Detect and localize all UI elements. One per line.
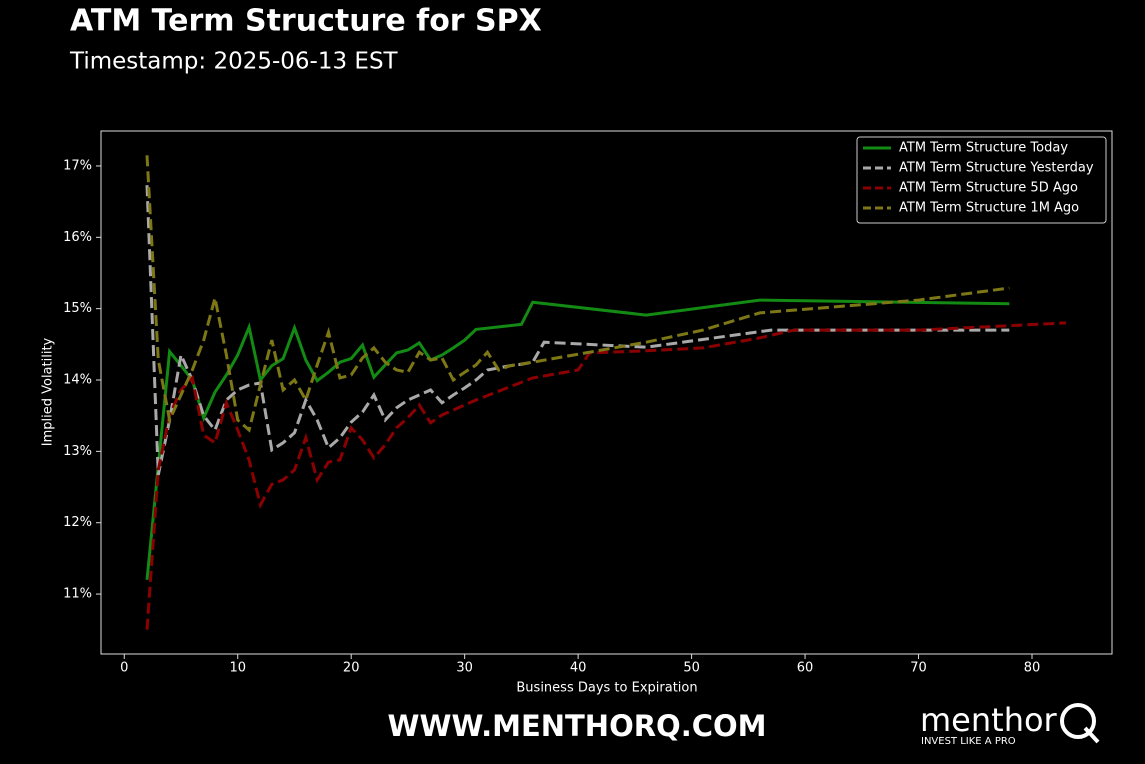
y-tick-label: 12% (63, 515, 92, 530)
x-tick-label: 40 (570, 661, 587, 676)
legend-label: ATM Term Structure 5D Ago (899, 181, 1078, 196)
series-line (145, 155, 1010, 433)
x-tick-label: 30 (456, 661, 473, 676)
chart-title: ATM Term Structure for SPX (70, 4, 542, 39)
y-tick-label: 11% (63, 587, 92, 602)
x-tick-label: 60 (797, 661, 814, 676)
x-axis-label: Business Days to Expiration (516, 681, 697, 696)
x-tick-label: 50 (683, 661, 700, 676)
y-axis-label: Implied Volatility (41, 337, 56, 446)
brand-tagline: INVEST LIKE A PRO (921, 736, 1016, 747)
x-tick-label: 0 (120, 661, 128, 676)
brand-logo (1060, 703, 1096, 739)
y-tick-label: 16% (63, 230, 92, 245)
y-tick-label: 15% (63, 301, 92, 316)
x-tick-label: 80 (1024, 661, 1041, 676)
x-tick-label: 10 (229, 661, 246, 676)
series-line (145, 298, 1010, 580)
legend-label: ATM Term Structure Yesterday (899, 161, 1094, 176)
brand-logo-tail (1083, 726, 1100, 744)
y-tick-label: 13% (63, 444, 92, 459)
chart-subtitle: Timestamp: 2025-06-13 EST (69, 49, 399, 75)
legend: ATM Term Structure Today ATM Term Structu… (856, 136, 1107, 224)
x-tick-label: 20 (343, 661, 360, 676)
plot-frame (100, 130, 1113, 655)
brand-name: menthor (920, 701, 1058, 739)
footer-url: WWW.MENTHORQ.COM (387, 709, 766, 743)
y-tick-label: 14% (63, 373, 92, 388)
legend-box (856, 136, 1107, 224)
series-line (145, 321, 1067, 630)
legend-label: ATM Term Structure 1M Ago (899, 201, 1079, 216)
y-tick-label: 17% (63, 158, 92, 173)
x-tick-label: 70 (910, 661, 927, 676)
legend-label: ATM Term Structure Today (899, 141, 1068, 156)
